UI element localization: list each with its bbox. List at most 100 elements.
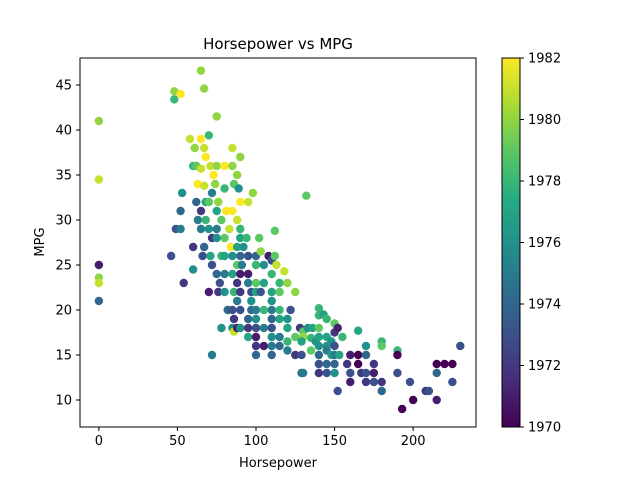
scatter-point — [228, 206, 237, 216]
scatter-point — [346, 377, 355, 387]
scatter-point — [353, 326, 363, 335]
scatter-point — [217, 323, 226, 333]
scatter-point — [275, 305, 284, 315]
scatter-point — [199, 84, 209, 93]
scatter-point — [275, 278, 284, 288]
scatter-point — [346, 368, 355, 378]
scatter-point — [236, 152, 245, 162]
scatter-point — [322, 314, 331, 324]
scatter-point — [267, 296, 276, 306]
scatter-point — [361, 350, 371, 360]
scatter-point — [322, 359, 331, 369]
scatter-point — [408, 395, 418, 405]
scatter-point — [229, 314, 239, 324]
scatter-point — [251, 305, 261, 315]
scatter-point — [196, 164, 206, 173]
scatter-point — [199, 242, 209, 252]
scatter-point — [267, 332, 276, 342]
scatter-point — [170, 95, 179, 104]
scatter-point — [314, 341, 324, 351]
scatter-point — [220, 269, 229, 279]
scatter-point — [291, 287, 300, 297]
scatter-point — [270, 251, 280, 261]
scatter-point — [215, 278, 225, 288]
scatter-point — [314, 304, 324, 313]
scatter-point — [236, 233, 245, 243]
scatter-point — [432, 359, 441, 369]
y-tick-label: 25 — [55, 259, 72, 274]
colorbar-tick-label: 1978 — [528, 175, 561, 190]
scatter-point — [196, 206, 206, 216]
scatter-point — [237, 260, 247, 270]
colorbar — [502, 58, 520, 427]
chart-title: Horsepower vs MPG — [203, 35, 353, 53]
scatter-point — [259, 341, 269, 351]
scatter-point — [333, 323, 342, 333]
scatter-point — [166, 251, 176, 261]
scatter-point — [440, 359, 449, 369]
scatter-point — [254, 233, 264, 243]
scatter-point — [297, 350, 306, 360]
y-tick-label: 10 — [55, 394, 72, 409]
scatter-point — [256, 247, 265, 256]
scatter-point — [214, 287, 223, 297]
scatter-point — [405, 377, 415, 387]
scatter-point — [330, 341, 339, 351]
scatter-point — [236, 224, 245, 234]
y-tick-label: 35 — [55, 169, 72, 184]
scatter-point — [207, 260, 217, 270]
scatter-point — [94, 278, 104, 288]
scatter-point — [212, 269, 221, 279]
scatter-point — [232, 296, 242, 306]
scatter-point — [214, 197, 223, 207]
data-points — [94, 66, 465, 414]
plot-area — [80, 58, 476, 427]
scatter-point — [243, 314, 253, 324]
scatter-point — [248, 188, 258, 198]
scatter-point — [210, 179, 220, 189]
scatter-point — [225, 224, 234, 234]
scatter-point — [286, 305, 295, 315]
scatter-point — [314, 323, 324, 333]
scatter-point — [267, 314, 276, 324]
scatter-point — [199, 143, 209, 153]
scatter-point — [283, 346, 292, 355]
scatter-point — [228, 143, 237, 153]
scatter-point — [243, 323, 253, 333]
scatter-point — [259, 305, 269, 315]
scatter-point — [94, 296, 104, 306]
scatter-point — [330, 368, 339, 378]
scatter-point — [306, 346, 316, 355]
scatter-point — [170, 87, 179, 96]
scatter-point — [176, 89, 185, 99]
scatter-point — [393, 350, 402, 360]
scatter-point — [314, 350, 324, 360]
scatter-point — [308, 323, 317, 333]
scatter-point — [377, 377, 386, 387]
scatter-point — [198, 251, 207, 261]
scatter-point — [448, 377, 457, 387]
scatter-point — [322, 368, 331, 378]
scatter-point — [302, 191, 311, 200]
scatter-point — [330, 359, 339, 369]
scatter-point — [207, 350, 217, 360]
scatter-point — [251, 341, 261, 351]
scatter-point — [432, 368, 441, 378]
y-tick-label: 30 — [55, 214, 72, 229]
scatter-point — [176, 224, 185, 234]
scatter-point — [94, 260, 104, 270]
scatter-point — [251, 314, 261, 324]
scatter-point — [314, 332, 324, 342]
scatter-point — [267, 341, 276, 351]
x-tick-label: 200 — [401, 434, 426, 449]
y-axis: 10 15 20 25 30 35 40 45 — [55, 79, 80, 409]
scatter-point — [267, 269, 276, 279]
scatter-point — [212, 112, 221, 121]
y-axis-label: MPG — [33, 227, 48, 256]
scatter-point — [207, 188, 217, 198]
scatter-point — [204, 131, 214, 140]
scatter-point — [228, 269, 237, 279]
scatter-point — [232, 242, 242, 252]
scatter-point — [267, 323, 276, 333]
